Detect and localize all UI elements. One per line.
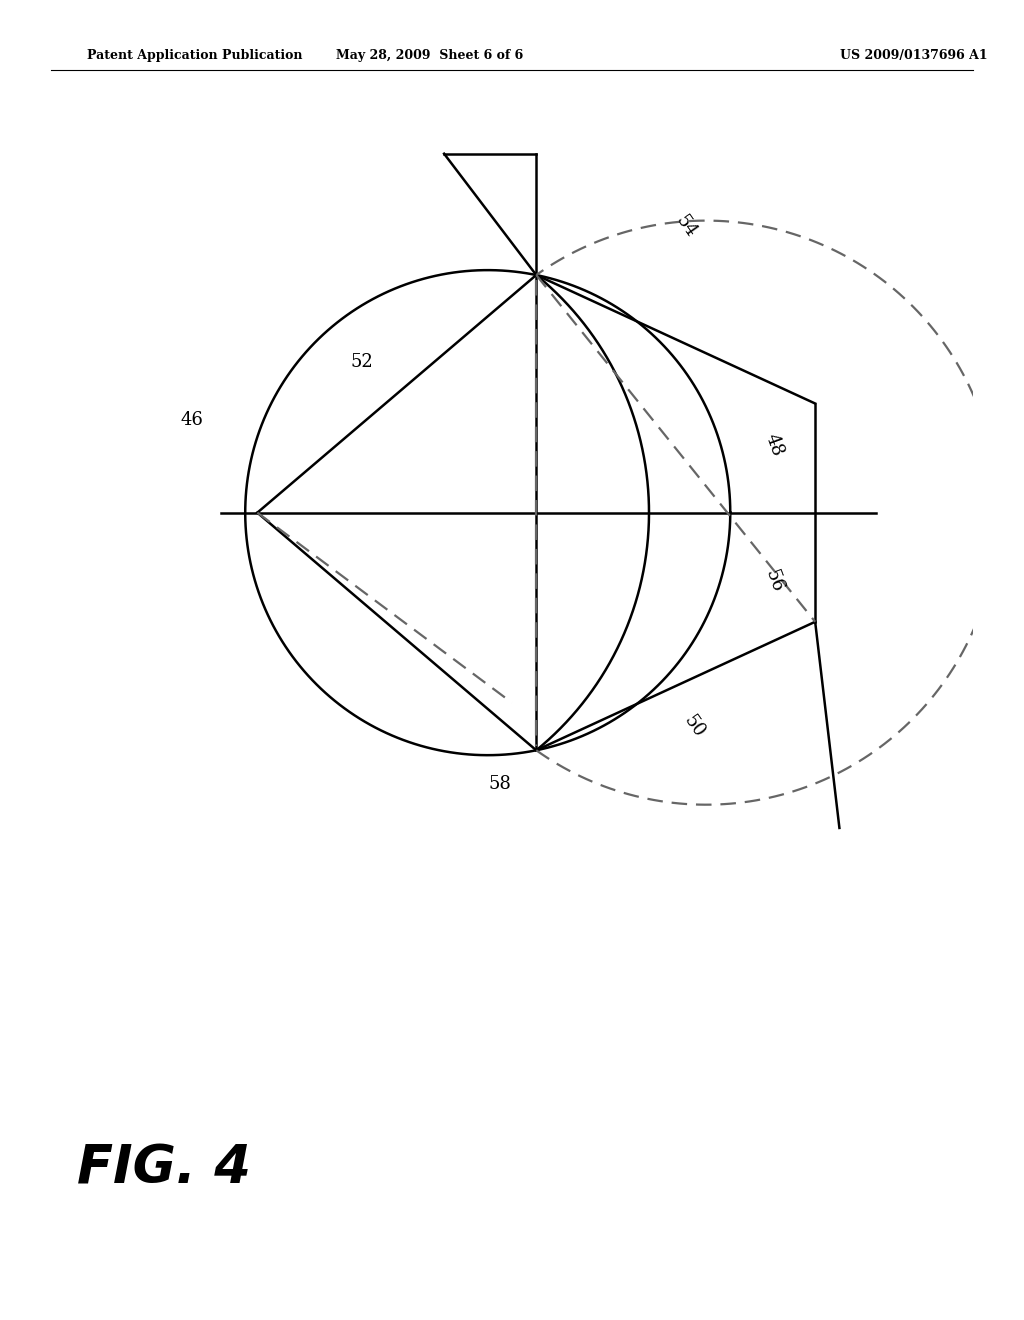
Text: 56: 56 — [762, 566, 786, 594]
Text: Patent Application Publication: Patent Application Publication — [87, 49, 302, 62]
Text: 52: 52 — [350, 354, 373, 371]
Text: FIG. 4: FIG. 4 — [77, 1142, 251, 1195]
Text: 50: 50 — [680, 711, 708, 741]
Text: May 28, 2009  Sheet 6 of 6: May 28, 2009 Sheet 6 of 6 — [337, 49, 523, 62]
Text: 48: 48 — [762, 430, 786, 458]
Text: 58: 58 — [488, 775, 511, 793]
Text: US 2009/0137696 A1: US 2009/0137696 A1 — [840, 49, 987, 62]
Text: 46: 46 — [180, 412, 204, 429]
Text: 54: 54 — [673, 213, 700, 242]
